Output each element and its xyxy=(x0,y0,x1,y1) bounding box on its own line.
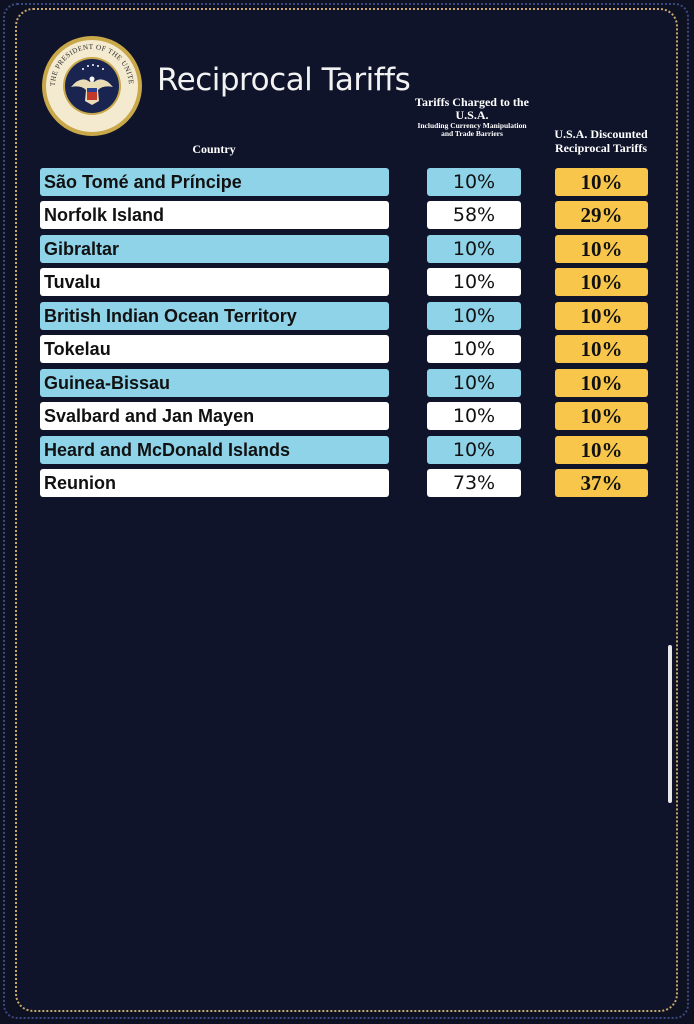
table-row: São Tomé and Príncipe 10% 10% xyxy=(0,168,694,196)
header-tariffs-charged-main: Tariffs Charged to the U.S.A. xyxy=(415,95,529,122)
discounted-tariff-cell: 10% xyxy=(555,268,648,296)
table-row: Guinea-Bissau 10% 10% xyxy=(0,369,694,397)
tariff-charged-cell: 10% xyxy=(427,168,521,196)
tariff-charged-cell: 10% xyxy=(427,302,521,330)
table-row: Norfolk Island 58% 29% xyxy=(0,201,694,229)
table-row: Svalbard and Jan Mayen 10% 10% xyxy=(0,402,694,430)
discounted-tariff-cell: 10% xyxy=(555,436,648,464)
outer-dotted-border xyxy=(3,3,689,1019)
country-cell: Heard and McDonald Islands xyxy=(40,436,389,464)
table-row: British Indian Ocean Territory 10% 10% xyxy=(0,302,694,330)
discounted-tariff-cell: 10% xyxy=(555,302,648,330)
country-cell: São Tomé and Príncipe xyxy=(40,168,389,196)
country-cell: Reunion xyxy=(40,469,389,497)
country-cell: Gibraltar xyxy=(40,235,389,263)
discounted-tariff-cell: 10% xyxy=(555,168,648,196)
table-row: Tuvalu 10% 10% xyxy=(0,268,694,296)
country-cell: Guinea-Bissau xyxy=(40,369,389,397)
tariff-charged-cell: 10% xyxy=(427,235,521,263)
header-country: Country xyxy=(192,142,236,156)
discounted-tariff-cell: 37% xyxy=(555,469,648,497)
tariff-charged-cell: 73% xyxy=(427,469,521,497)
country-cell: British Indian Ocean Territory xyxy=(40,302,389,330)
tariff-charged-cell: 10% xyxy=(427,402,521,430)
page-title: Reciprocal Tariffs xyxy=(157,62,411,98)
country-cell: Norfolk Island xyxy=(40,201,389,229)
table-row: Gibraltar 10% 10% xyxy=(0,235,694,263)
presidential-seal-icon: SEAL OF THE PRESIDENT OF THE UNITED STAT… xyxy=(41,35,142,136)
table-row: Heard and McDonald Islands 10% 10% xyxy=(0,436,694,464)
tariff-charged-cell: 58% xyxy=(427,201,521,229)
tariff-charged-cell: 10% xyxy=(427,436,521,464)
discounted-tariff-cell: 10% xyxy=(555,335,648,363)
tariff-charged-cell: 10% xyxy=(427,335,521,363)
discounted-tariff-cell: 10% xyxy=(555,402,648,430)
discounted-tariff-cell: 29% xyxy=(555,201,648,229)
country-cell: Svalbard and Jan Mayen xyxy=(40,402,389,430)
vertical-scrollbar[interactable] xyxy=(668,645,672,803)
discounted-tariff-cell: 10% xyxy=(555,369,648,397)
header-tariffs-charged-sub: Including Currency Manipulation and Trad… xyxy=(417,121,527,138)
tariff-charged-cell: 10% xyxy=(427,369,521,397)
header-tariffs-charged: Tariffs Charged to the U.S.A. Including … xyxy=(412,96,532,138)
country-cell: Tokelau xyxy=(40,335,389,363)
country-cell: Tuvalu xyxy=(40,268,389,296)
header-discounted-tariffs: U.S.A. Discounted Reciprocal Tariffs xyxy=(554,127,648,155)
table-row: Reunion 73% 37% xyxy=(0,469,694,497)
discounted-tariff-cell: 10% xyxy=(555,235,648,263)
tariff-charged-cell: 10% xyxy=(427,268,521,296)
table-row: Tokelau 10% 10% xyxy=(0,335,694,363)
